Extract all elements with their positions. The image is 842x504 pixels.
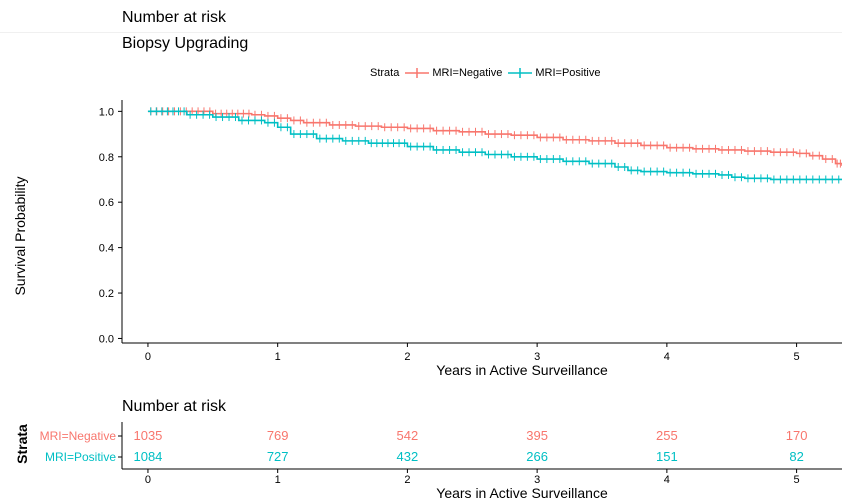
censor-marks-negative bbox=[150, 107, 841, 168]
risk-row-label: MRI=Negative bbox=[40, 429, 117, 443]
risk-count: 432 bbox=[397, 449, 419, 464]
y-tick-label: 1.0 bbox=[99, 106, 114, 118]
risk-count: 1084 bbox=[133, 449, 162, 464]
y-tick-label: 0.6 bbox=[99, 197, 114, 209]
x-tick-label: 2 bbox=[404, 351, 410, 363]
risk-count: 151 bbox=[656, 449, 678, 464]
risk-row-label: MRI=Positive bbox=[45, 450, 116, 464]
risk-count: 542 bbox=[397, 428, 419, 443]
y-tick-label: 0.0 bbox=[99, 333, 114, 345]
legend-key-positive bbox=[508, 68, 533, 78]
risk-count: 769 bbox=[267, 428, 289, 443]
legend-key-negative bbox=[405, 68, 430, 78]
y-tick-label: 0.4 bbox=[99, 243, 114, 255]
legend-label-positive: MRI=Positive bbox=[535, 67, 601, 79]
x-tick-label: 1 bbox=[275, 351, 281, 363]
cropped-risk-title: Number at risk bbox=[122, 9, 227, 26]
top-strip: Number at risk bbox=[0, 0, 842, 33]
risk-count: 82 bbox=[789, 449, 803, 464]
risk-x-tick-label: 1 bbox=[275, 474, 281, 486]
censor-marks-positive bbox=[150, 107, 840, 184]
chart-title: Biopsy Upgrading bbox=[122, 35, 249, 52]
risk-table-title: Number at risk bbox=[122, 398, 227, 415]
risk-count: 170 bbox=[786, 428, 808, 443]
risk-x-axis-label: Years in Active Surveillance bbox=[436, 485, 608, 501]
legend-item-positive: MRI=Positive bbox=[508, 67, 600, 79]
legend-label-negative: MRI=Negative bbox=[432, 67, 503, 79]
risk-count: 1035 bbox=[133, 428, 162, 443]
legend: Strata MRI=Negative MRI=Positive bbox=[370, 67, 606, 79]
risk-count: 395 bbox=[526, 428, 548, 443]
risk-count: 255 bbox=[656, 428, 678, 443]
x-tick-label: 0 bbox=[145, 351, 151, 363]
risk-count: 727 bbox=[267, 449, 289, 464]
survival-curve-positive bbox=[147, 110, 842, 181]
risk-x-tick-label: 0 bbox=[145, 474, 151, 486]
risk-x-tick-label: 2 bbox=[404, 474, 410, 486]
x-tick-label: 3 bbox=[534, 351, 540, 363]
risk-x-tick-label: 5 bbox=[794, 474, 800, 486]
x-tick-label: 4 bbox=[664, 351, 670, 363]
legend-item-negative: MRI=Negative bbox=[405, 67, 502, 79]
y-tick-label: 0.2 bbox=[99, 288, 114, 300]
y-tick-label: 0.8 bbox=[99, 152, 114, 164]
x-tick-label: 5 bbox=[794, 351, 800, 363]
legend-title: Strata bbox=[370, 67, 400, 79]
risk-x-tick-label: 4 bbox=[664, 474, 670, 486]
risk-x-tick-label: 3 bbox=[534, 474, 540, 486]
x-axis-label: Years in Active Surveillance bbox=[436, 362, 608, 378]
survival-curve-negative bbox=[147, 110, 842, 166]
survival-plot: 0.0 0.2 0.4 0.6 0.8 1.0 0 1 2 3 4 5 Years in Active … bbox=[99, 100, 842, 378]
risk-count: 266 bbox=[526, 449, 548, 464]
risk-table: MRI=Negative 1035 769 542 395 255 170MRI=Posit… bbox=[40, 422, 842, 501]
